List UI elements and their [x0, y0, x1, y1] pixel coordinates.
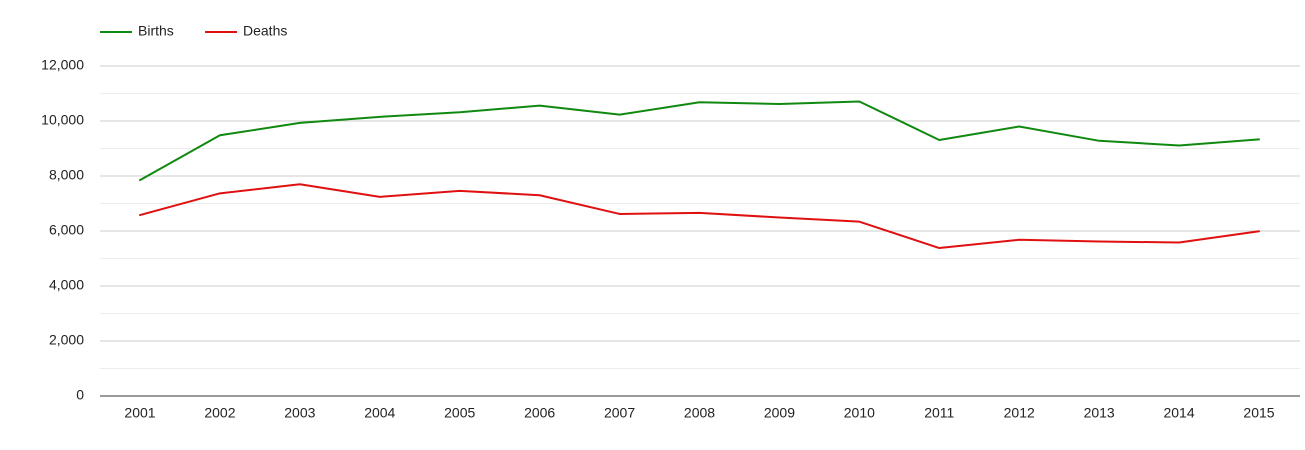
legend-item-deaths[interactable]: Deaths — [205, 23, 287, 39]
x-tick-label: 2015 — [1243, 404, 1274, 420]
x-tick-label: 2004 — [364, 404, 395, 420]
x-tick-label: 2003 — [284, 404, 315, 420]
legend: Births Deaths — [100, 23, 287, 39]
y-tick-label: 12,000 — [41, 57, 84, 73]
y-tick-label: 6,000 — [49, 222, 84, 238]
legend-label-births: Births — [138, 23, 174, 39]
gridlines — [100, 65, 1300, 369]
x-axis-tick-labels: 2001 2002 2003 2004 2005 2006 2007 2008 2009 2010… — [124, 404, 1274, 420]
x-tick-label: 2002 — [204, 404, 235, 420]
x-tick-label: 2008 — [684, 404, 715, 420]
deaths-line — [139, 183, 1260, 250]
legend-item-births[interactable]: Births — [100, 23, 174, 39]
series-lines — [139, 100, 1260, 250]
x-tick-label: 2009 — [764, 404, 795, 420]
x-tick-label: 2013 — [1084, 404, 1115, 420]
x-tick-label: 2005 — [444, 404, 475, 420]
legend-label-deaths: Deaths — [243, 23, 287, 39]
x-tick-label: 2011 — [924, 404, 954, 420]
y-axis-tick-labels: 0 2,000 4,000 6,000 8,000 10,000 12,000 — [41, 57, 84, 403]
x-tick-label: 2012 — [1004, 404, 1035, 420]
births-line — [139, 100, 1260, 182]
y-tick-label: 10,000 — [41, 112, 84, 128]
x-tick-label: 2006 — [524, 404, 555, 420]
y-tick-label: 2,000 — [49, 332, 84, 348]
x-tick-label: 2007 — [604, 404, 635, 420]
y-tick-label: 8,000 — [49, 167, 84, 183]
x-tick-label: 2014 — [1163, 404, 1194, 420]
x-tick-label: 2010 — [844, 404, 875, 420]
y-tick-label: 0 — [76, 387, 84, 403]
x-tick-label: 2001 — [124, 404, 155, 420]
y-tick-label: 4,000 — [49, 277, 84, 293]
